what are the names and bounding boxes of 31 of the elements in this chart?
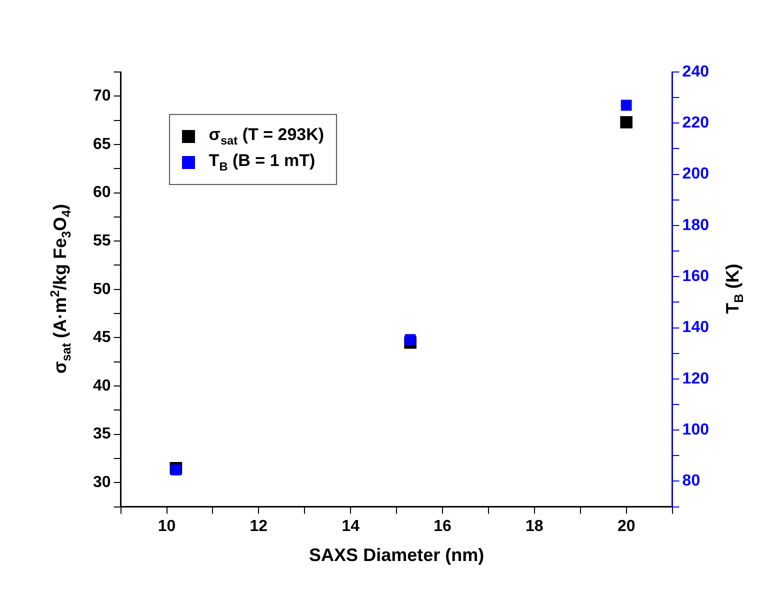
y2-tick-label: 200 — [682, 166, 710, 183]
x-tick-label: 10 — [158, 518, 176, 535]
y2-tick-label: 120 — [682, 370, 710, 388]
x-tick-label: 20 — [617, 518, 636, 535]
y-tick-label: 55 — [93, 232, 111, 250]
x-tick-label: 16 — [434, 518, 452, 535]
y-tick-label: 70 — [93, 88, 111, 105]
x-tick-label: 14 — [342, 518, 360, 535]
x-tick-label: 18 — [526, 518, 544, 535]
x-axis-title: SAXS Diameter (nm) — [309, 544, 484, 566]
legend-label: σ$_{sat}$ (T = 293K) — [208, 125, 324, 148]
x-tick-label: 12 — [250, 518, 268, 535]
y-tick-label: 45 — [93, 329, 111, 346]
legend-label: T$_{B}$ (B = 1 mT) — [208, 151, 316, 174]
y-tick-label: 35 — [93, 426, 111, 443]
y2-tick-label: 100 — [682, 421, 710, 438]
y2-tick-label: 80 — [682, 472, 700, 490]
y-tick-label: 30 — [93, 474, 111, 492]
y2-tick-label: 220 — [682, 114, 710, 132]
point — [620, 100, 632, 111]
y2-tick-label: 160 — [682, 268, 710, 286]
point — [404, 334, 416, 345]
y2-tick-label: 140 — [682, 319, 710, 336]
y-tick-label: 60 — [93, 184, 111, 202]
y-tick-label: 50 — [93, 280, 111, 298]
y2-tick-label: 180 — [682, 216, 710, 234]
point — [170, 464, 182, 476]
y-tick-label: 40 — [93, 377, 111, 394]
y2-tick-label: 240 — [682, 63, 710, 80]
point — [620, 116, 633, 128]
y-tick-label: 65 — [93, 136, 111, 153]
